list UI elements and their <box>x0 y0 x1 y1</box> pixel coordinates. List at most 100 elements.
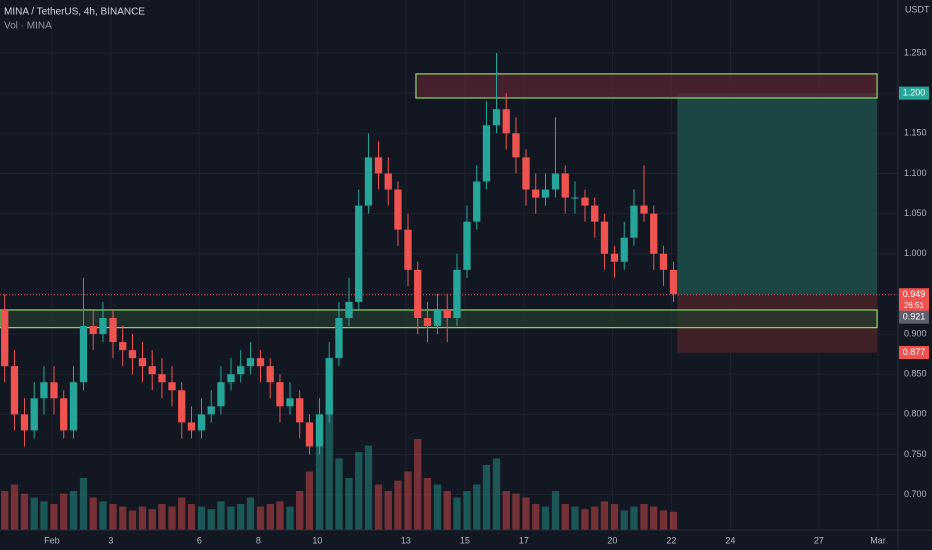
candle-body <box>453 269 461 318</box>
volume-bar <box>463 491 471 530</box>
candle-body <box>571 197 579 199</box>
x-tick-label: 15 <box>460 535 470 545</box>
volume-bar <box>266 504 274 530</box>
candle-body <box>640 205 648 214</box>
candle-body <box>610 253 619 262</box>
countdown: 26:51 <box>904 301 925 310</box>
candle-body <box>207 406 215 415</box>
volume-bar <box>610 504 619 530</box>
volume-bar <box>296 491 304 530</box>
volume-bar <box>99 501 107 530</box>
candle-body <box>119 342 127 351</box>
candle-body <box>217 382 225 407</box>
volume-bar <box>325 400 333 530</box>
x-tick-label: 6 <box>197 535 202 545</box>
volume-bar <box>89 497 97 530</box>
candle-body <box>374 157 383 174</box>
candle-body <box>305 422 314 447</box>
y-tick-label: 1.000 <box>904 248 927 258</box>
price-label: 0.949 <box>903 289 926 299</box>
volume-bar <box>414 439 422 530</box>
candle-body <box>384 173 392 190</box>
volume-bar <box>217 501 225 530</box>
volume-bar <box>650 506 658 530</box>
volume-bar <box>433 484 442 530</box>
volume-bar <box>620 510 628 530</box>
candle-body <box>561 173 569 198</box>
candle-body <box>315 414 324 447</box>
volume-bar <box>315 419 324 530</box>
x-tick-label: 3 <box>108 535 113 545</box>
candle-body <box>89 326 97 335</box>
candle-body <box>394 189 402 230</box>
candle-body <box>355 205 363 302</box>
volume-bar <box>364 445 373 530</box>
candle-body <box>551 173 560 190</box>
volume-bar <box>178 497 186 530</box>
volume-bar <box>551 491 560 530</box>
volume-bar <box>60 493 68 530</box>
candle-body <box>99 318 107 335</box>
candle-body <box>423 318 432 327</box>
volume-bar <box>482 465 491 530</box>
candle-body <box>364 157 373 206</box>
volume-bar <box>600 501 609 530</box>
candle-body <box>443 309 451 318</box>
overlay <box>0 73 898 353</box>
candle-body <box>138 358 147 367</box>
candle-body <box>109 318 117 343</box>
candle-body <box>600 221 609 254</box>
candle-body <box>1 309 9 367</box>
volume-bar <box>10 484 19 530</box>
volume-bar <box>305 471 314 530</box>
price-label-box <box>899 288 929 313</box>
volume-bar <box>79 478 88 530</box>
y-tick-label: 0.750 <box>904 449 927 459</box>
candle-body <box>404 229 412 270</box>
volume-bar <box>581 509 589 530</box>
volume-bar <box>128 510 137 530</box>
volume-bar <box>492 458 501 530</box>
candle-body <box>178 390 186 423</box>
candle-body <box>630 205 638 238</box>
candle-body <box>256 358 265 367</box>
candle-body <box>69 382 78 431</box>
volume-bar <box>286 506 294 530</box>
volume-bar <box>423 478 432 530</box>
volume-bar <box>345 478 353 530</box>
candle-body <box>473 181 481 222</box>
candle-body <box>502 109 510 134</box>
volume-bar <box>541 506 550 530</box>
price-label: 1.200 <box>903 88 926 98</box>
candle-body <box>197 414 206 431</box>
x-tick-label: 13 <box>401 535 411 545</box>
chart-subtitle: Vol · MINA <box>4 21 52 32</box>
candle-body <box>669 269 678 294</box>
volume-bar <box>237 504 245 530</box>
x-tick-label: 22 <box>666 535 676 545</box>
candle-body <box>237 366 245 375</box>
candle-body <box>463 221 471 270</box>
candle-body <box>325 358 333 415</box>
volume-bar <box>453 497 461 530</box>
candle-body <box>345 301 353 318</box>
volume-bar <box>148 509 156 530</box>
volume-bar <box>374 484 383 530</box>
price-label-box <box>899 310 929 324</box>
candle-body <box>187 422 196 431</box>
x-tick-label: Feb <box>44 535 60 545</box>
candle-body <box>266 366 274 383</box>
candle-body <box>659 253 668 270</box>
volume-bar <box>404 471 412 530</box>
y-tick-label: 1.050 <box>904 208 927 218</box>
candle-body <box>158 374 166 383</box>
candle-body <box>492 109 501 126</box>
candles <box>1 53 678 455</box>
x-tick-label: 24 <box>725 535 735 545</box>
volume-bar <box>109 504 117 530</box>
volume-bar <box>50 504 58 530</box>
candle-body <box>128 350 137 359</box>
candle-body <box>532 189 540 198</box>
